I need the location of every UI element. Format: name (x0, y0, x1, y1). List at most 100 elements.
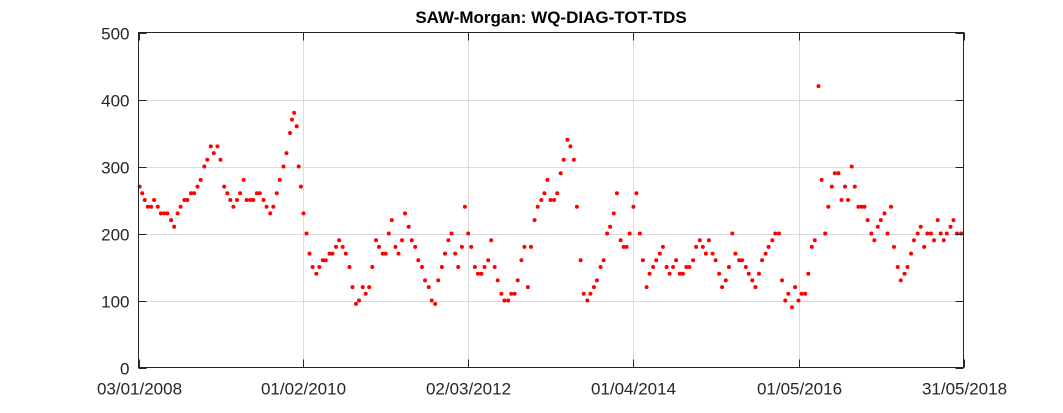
data-point (770, 238, 775, 243)
data-point (703, 251, 708, 256)
data-point (746, 271, 751, 276)
data-point (766, 244, 771, 249)
data-point (568, 144, 573, 149)
data-point (307, 251, 312, 256)
data-point (875, 224, 880, 229)
data-point (383, 251, 388, 256)
data-point (839, 198, 844, 202)
data-point (935, 218, 940, 223)
data-point (182, 198, 187, 202)
data-point (502, 298, 507, 303)
data-point (859, 204, 864, 209)
data-point (611, 211, 616, 216)
data-point (261, 198, 266, 202)
data-point (254, 191, 259, 196)
data-point (915, 231, 920, 236)
data-point (585, 298, 590, 303)
data-point (522, 244, 527, 249)
data-point (482, 265, 487, 269)
x-tick-label: 03/01/2008 (97, 380, 182, 399)
data-point (380, 251, 385, 256)
data-point (211, 151, 216, 156)
data-point (565, 137, 570, 142)
data-point (225, 191, 230, 196)
data-point (889, 204, 893, 209)
y-tick-label: 400 (101, 92, 129, 111)
data-point (456, 265, 461, 269)
data-point (449, 231, 454, 236)
data-point (713, 258, 718, 263)
data-point (423, 278, 427, 283)
data-point (777, 231, 781, 236)
data-point (528, 244, 533, 249)
data-point (288, 131, 292, 135)
data-point (885, 231, 890, 236)
data-point (155, 204, 160, 209)
data-point (829, 184, 834, 189)
data-point (334, 244, 338, 249)
data-point (169, 218, 174, 223)
data-point (436, 278, 441, 283)
data-point (172, 224, 177, 229)
data-point (506, 298, 511, 303)
data-point (601, 258, 606, 263)
data-point (476, 271, 480, 276)
data-point (367, 285, 372, 290)
data-point (912, 238, 916, 243)
data-point (165, 211, 170, 216)
data-point (561, 157, 566, 162)
data-point (843, 184, 847, 189)
data-point (290, 117, 294, 122)
data-point (271, 204, 276, 209)
data-point (469, 244, 474, 249)
data-point (803, 291, 808, 296)
data-point (618, 238, 623, 243)
data-point (660, 244, 665, 249)
data-point (852, 184, 857, 189)
data-point (723, 278, 728, 283)
data-point (832, 171, 837, 176)
data-point (248, 198, 253, 202)
data-point (433, 301, 438, 306)
data-point (443, 251, 447, 256)
data-point (763, 251, 768, 256)
data-point (231, 204, 236, 209)
data-point (205, 157, 210, 162)
data-point (591, 285, 596, 290)
data-point (819, 177, 824, 182)
data-point (360, 285, 365, 290)
data-point (657, 251, 662, 256)
data-point (743, 265, 748, 269)
data-point (783, 298, 788, 303)
data-point (340, 244, 345, 249)
data-point (466, 231, 471, 236)
data-point (571, 157, 576, 162)
data-point (268, 211, 273, 216)
data-point (737, 258, 742, 263)
data-point (651, 265, 656, 269)
data-point (558, 171, 563, 176)
data-point (786, 291, 791, 296)
data-point (588, 291, 593, 296)
data-point (509, 291, 514, 296)
data-series (137, 84, 964, 310)
data-point (548, 198, 553, 202)
data-point (192, 191, 197, 196)
data-point (922, 244, 927, 249)
plot-frame (138, 32, 964, 368)
data-point (330, 251, 335, 256)
data-point (938, 231, 943, 236)
data-point (535, 204, 540, 209)
data-point (671, 265, 676, 269)
data-point (846, 198, 850, 202)
data-point (453, 251, 458, 256)
data-point (799, 291, 804, 296)
data-point (826, 204, 831, 209)
x-tick-label: 01/05/2016 (757, 380, 842, 399)
data-point (208, 144, 213, 149)
data-point (816, 84, 821, 89)
data-point (495, 278, 500, 283)
data-point (439, 265, 444, 269)
data-point (697, 238, 702, 243)
data-point (869, 231, 874, 236)
